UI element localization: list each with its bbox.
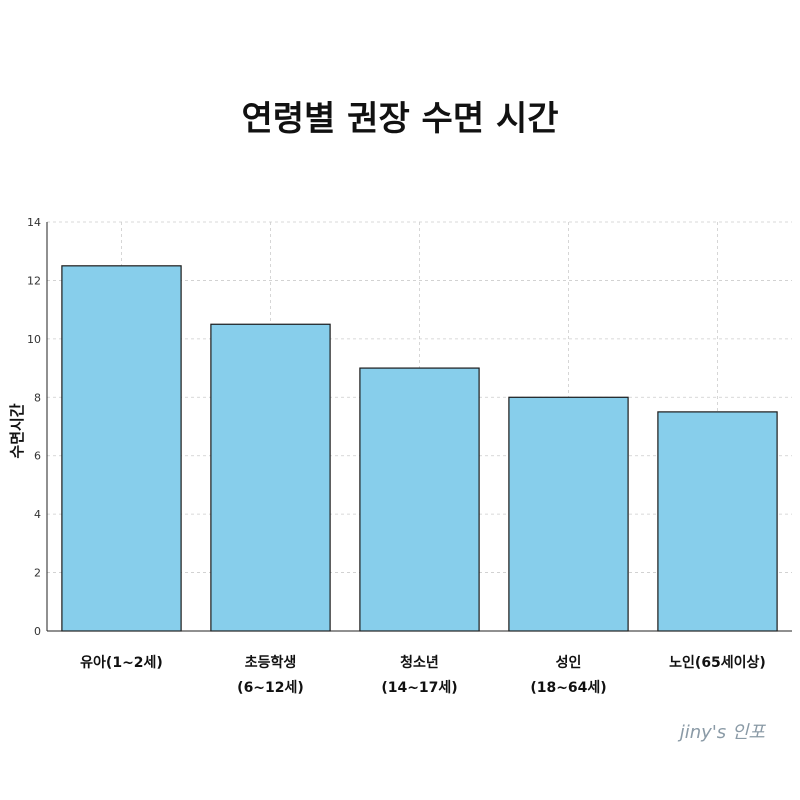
bar bbox=[508, 396, 629, 632]
x-tick-label-line: 성인 bbox=[556, 654, 582, 671]
bar bbox=[359, 367, 480, 632]
x-tick-label-line: 노인(65세이상) bbox=[669, 654, 766, 671]
chart-title: 연령별 권장 수면 시간 bbox=[241, 99, 558, 139]
y-tick-label: 14 bbox=[27, 216, 41, 229]
x-tick-label-line: 유아(1~2세) bbox=[80, 654, 163, 671]
x-tick-label: 노인(65세이상) bbox=[669, 654, 766, 671]
x-tick-label-line: (6~12세) bbox=[237, 680, 304, 696]
x-tick-label-line: 초등학생 bbox=[245, 655, 297, 671]
x-tick-label: 초등학생 (6~12세) bbox=[237, 655, 304, 696]
y-tick-label: 2 bbox=[34, 567, 41, 580]
y-tick-label: 8 bbox=[34, 391, 41, 404]
y-axis-label: 수면시간 bbox=[8, 403, 26, 458]
x-tick-label: 유아(1~2세) bbox=[80, 654, 163, 671]
x-tick-label: 성인 (18~64세) bbox=[530, 654, 606, 696]
y-tick-label: 6 bbox=[34, 450, 41, 463]
y-tick-label: 0 bbox=[34, 625, 41, 638]
bars bbox=[61, 265, 778, 632]
x-tick-labels: 유아(1~2세) 초등학생 (6~12세) 청소년 (14~17세) 성인 (18~64세)… bbox=[80, 654, 766, 696]
x-tick-label: 청소년 (14~17세) bbox=[381, 655, 457, 696]
bar bbox=[61, 265, 182, 632]
x-tick-label-line: 청소년 bbox=[400, 655, 439, 671]
bar bbox=[657, 411, 778, 632]
y-tick-labels: 0 2 4 6 8 10 12 14 bbox=[27, 216, 41, 638]
x-tick-label-line: (14~17세) bbox=[381, 680, 457, 696]
y-tick-label: 12 bbox=[27, 274, 41, 287]
axes bbox=[46, 222, 792, 632]
y-tick-label: 4 bbox=[34, 508, 41, 521]
watermark-text: jiny's 인포 bbox=[677, 722, 767, 743]
y-tick-label: 10 bbox=[27, 333, 41, 346]
x-tick-label-line: (18~64세) bbox=[530, 680, 606, 696]
bar bbox=[210, 323, 331, 632]
